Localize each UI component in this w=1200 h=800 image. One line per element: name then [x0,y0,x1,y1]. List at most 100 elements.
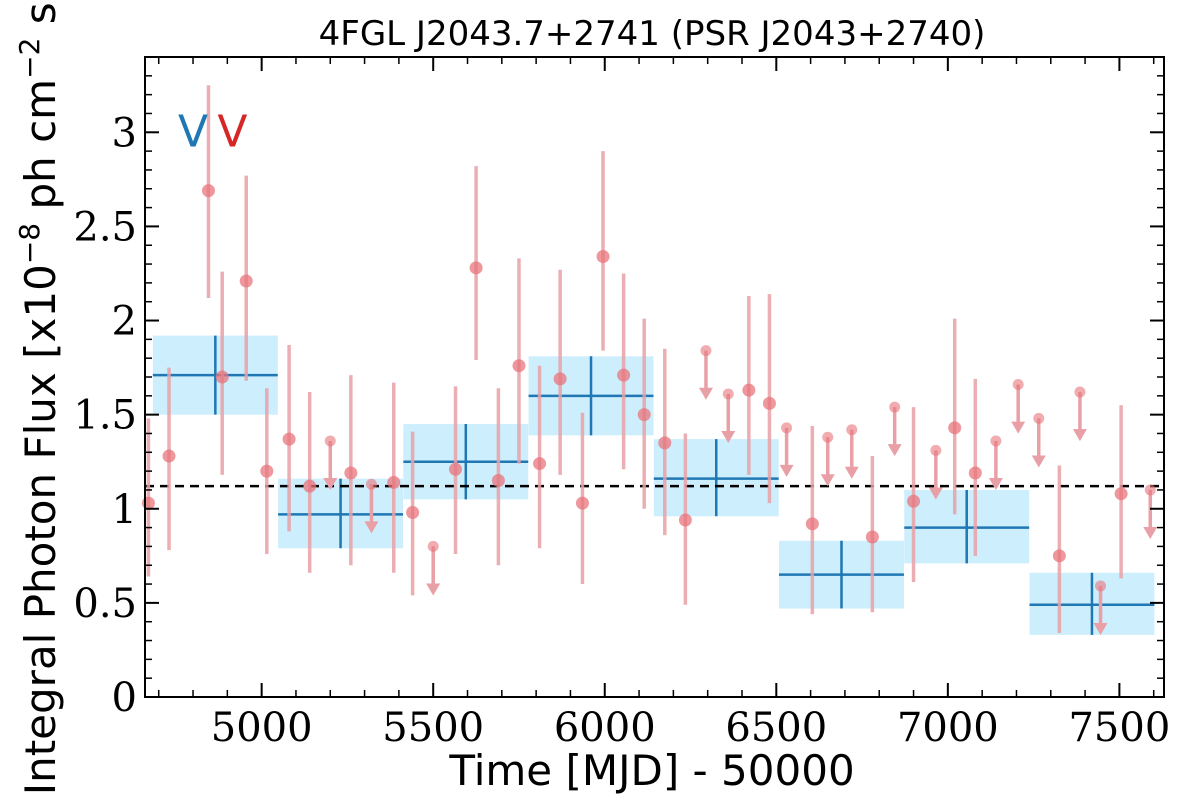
upper-limit-point [781,422,793,434]
detection-point [387,475,401,489]
upper-limit-arrow-head [698,387,713,400]
x-tick-label: 7000 [897,705,999,751]
upper-limit-point [427,540,439,552]
chart-title: 4FGL J2043.7+2741 (PSR J2043+2740) [319,14,986,54]
upper-limit-arrow-head [779,464,794,477]
detection-5 [260,388,274,554]
axes-layer: 5000 5500 6000 6500 7000 7500 0 0.5 1 1.5 2 2.5 3 [73,56,1170,751]
detection-10 [406,431,420,596]
binned-flux-5 [779,540,904,609]
upper-limit-3 [698,345,713,400]
upper-limit-9 [928,444,943,500]
upper-limit-2 [426,540,441,596]
binned-flux-0 [152,335,278,415]
upper-limit-arrow-head [1011,421,1026,434]
upper-limit-point [846,424,858,436]
detection-3 [215,271,229,475]
detection-9 [387,382,401,573]
upper-limit-point [1144,484,1156,496]
upper-limit-arrow-head [1031,455,1046,468]
detection-6 [282,345,296,532]
upper-limit-arrow-head [820,474,835,487]
upper-limit-6 [820,431,835,487]
detection-23 [742,296,756,475]
detection-point [491,474,505,488]
upper-limit-arrow-head [887,444,902,457]
upper-limit-13 [1072,386,1087,442]
upper-limit-point [1012,379,1024,391]
detection-point [201,184,215,198]
detection-point [617,368,631,382]
detection-2 [201,85,215,298]
binned-flux-layer [152,335,1155,635]
upper-limit-point [889,401,901,413]
detection-17 [575,412,589,585]
upper-limit-arrow-head [364,521,379,534]
detection-29 [968,378,982,556]
upper-limit-5 [779,422,794,477]
detection-point [260,464,274,478]
detection-point [865,530,879,544]
detection-point [658,436,672,450]
detection-point [141,496,155,510]
detection-31 [1114,405,1128,579]
detection-27 [907,407,921,583]
detection-point [406,506,420,520]
y-tick-label: 0 [112,675,137,721]
upper-limit-arrow-head [426,583,441,596]
upper-limit-11 [1011,379,1026,434]
y-axis-label: Integral Photon Flux [x10−8 ph cm−2 s−1] [13,0,66,795]
detection-8 [344,375,358,566]
upper-limit-point [1033,412,1045,424]
upper-limit-14 [1093,580,1108,635]
detection-point [575,496,589,510]
x-tick-label: 7500 [1068,705,1170,751]
detection-point [968,466,982,480]
detection-22 [678,433,692,605]
upper-limit-15 [1143,484,1158,539]
y-label-unit: ph cm [16,79,65,223]
upper-limit-arrow-head [928,487,943,500]
detection-point [553,372,567,386]
plot-frame [144,56,1165,698]
binned-flux-4 [653,439,779,517]
upper-limit-point [930,444,942,456]
detection-point [344,466,358,480]
upper-limit-7 [844,424,859,479]
detection-18 [596,151,610,351]
upper-limit-point [990,435,1002,447]
y-tick-label: 1.5 [73,393,137,439]
x-tick-label: 6000 [554,705,656,751]
upper-limit-arrow-head [1143,527,1158,539]
binned-flux-6 [904,489,1030,564]
detection-point [469,261,483,275]
upper-limit-1 [364,478,379,534]
detection-1 [162,367,176,551]
upper-limit-4 [721,388,736,443]
detection-point [1114,487,1128,501]
upper-limit-point [822,431,834,443]
detection-point [805,517,819,531]
detection-point [596,250,610,264]
upper-limit-arrow-head [1093,623,1108,635]
annotation-marker-0: V [178,106,208,157]
detection-15 [533,365,547,549]
y-label-prefix: Integral Photon Flux [x10 [16,264,65,795]
detection-7 [303,392,317,573]
detection-point [215,370,229,384]
y-tick-label: 2.5 [73,204,137,250]
detection-point [239,274,253,288]
upper-limit-8 [887,401,902,457]
detection-point [1052,549,1066,563]
detection-point [678,513,692,527]
y-label-exponent-1: −8 [13,223,46,264]
detection-point [533,457,547,471]
detection-11 [449,386,463,554]
binned-flux-7 [1029,572,1155,635]
detection-0 [141,418,155,577]
y-label-exponent-2: −2 [13,38,46,79]
upper-limit-point [365,478,377,490]
detection-point [907,494,921,508]
binned-flux-2 [403,424,529,500]
